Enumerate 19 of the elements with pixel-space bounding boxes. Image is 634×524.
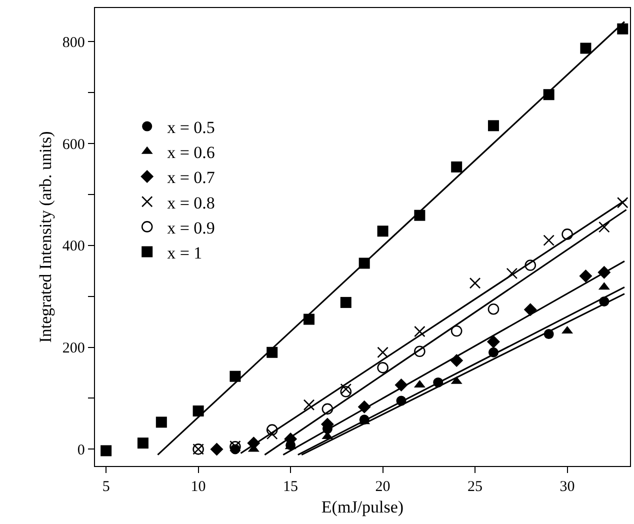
x-tick-label: 5	[102, 479, 110, 496]
x-tick-label: 15	[283, 479, 298, 496]
x-tick-label: 25	[468, 479, 483, 496]
legend-label: x = 0.6	[167, 143, 215, 162]
x-tick-label: 10	[190, 479, 206, 496]
legend-label: x = 0.9	[167, 218, 215, 238]
y-tick-label: 400	[62, 238, 85, 255]
legend-label: x = 0.8	[167, 193, 215, 212]
legend-label: x = 1	[167, 243, 202, 262]
x-tick-label: 30	[560, 479, 575, 496]
y-tick-label: 0	[77, 442, 85, 458]
legend-label: x = 0.5	[167, 118, 215, 137]
y-tick-label: 200	[62, 340, 85, 357]
y-tick-label: 800	[62, 34, 85, 51]
legend-label: x = 0.7	[167, 168, 216, 188]
y-tick-label: 600	[62, 136, 85, 153]
x-tick-label: 20	[375, 479, 390, 496]
y-axis-title: Integrated Intensity (arb. units)	[36, 131, 55, 343]
x-axis-title: E(mJ/pulse)	[321, 498, 404, 516]
